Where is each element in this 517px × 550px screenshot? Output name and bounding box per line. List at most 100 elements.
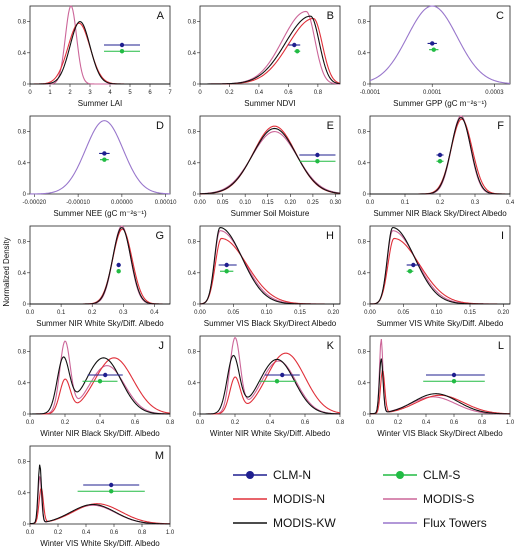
panel-j: 0.0 0.2 0.4 0.6 0.8 0 0.4 0.8 Winter NIR Black S… xyxy=(18,335,175,438)
y-tick-label: 0.8 xyxy=(188,350,197,356)
x-tick-label: 0.20 xyxy=(284,200,296,206)
x-axis-label: Summer LAI xyxy=(78,99,122,108)
x-tick-label: 0.2 xyxy=(394,420,403,426)
curve-modis-n xyxy=(200,352,341,415)
y-tick-label: 0.8 xyxy=(18,350,27,356)
legend-item-flux-towers: Flux Towers xyxy=(383,516,487,530)
curve-modis-kw xyxy=(30,356,171,415)
x-axis-label: Summer GPP (gC m⁻²s⁻¹) xyxy=(393,99,487,108)
x-tick-label: 0.00000 xyxy=(111,200,133,206)
y-tick-label: 0.8 xyxy=(18,20,27,26)
legend-label: CLM-S xyxy=(423,468,460,482)
y-tick-label: 0.8 xyxy=(188,20,197,26)
curve-modis-kw xyxy=(30,21,170,85)
y-tick-label: 0.4 xyxy=(358,161,367,167)
point-clm-n xyxy=(411,262,416,268)
panel-b: 0 0.2 0.4 0.6 0.8 0 0.4 0.8 Summer NDVI B xyxy=(188,5,341,108)
x-tick-label: 0.8 xyxy=(336,420,345,426)
legend-label: Flux Towers xyxy=(423,516,487,530)
point-clm-s xyxy=(295,49,300,54)
point-clm-s xyxy=(451,379,457,384)
x-tick-label: 0.0003 xyxy=(485,90,504,96)
x-tick-label: 0.6 xyxy=(284,90,293,96)
curve-modis-n xyxy=(29,357,171,415)
y-tick-label: 0 xyxy=(363,302,367,308)
x-tick-label: 0.0 xyxy=(26,530,35,536)
y-tick-label: 0 xyxy=(23,302,27,308)
plot-frame xyxy=(29,225,171,305)
curve-modis-kw xyxy=(200,15,341,85)
x-tick-label: 0.4 xyxy=(150,310,159,316)
x-tick-label: 0 xyxy=(198,90,202,96)
y-tick-label: 0 xyxy=(363,412,367,418)
x-tick-label: 0.10 xyxy=(239,200,251,206)
curve-modis-kw xyxy=(200,354,341,415)
curve-modis-kw xyxy=(199,127,341,195)
y-tick-label: 0 xyxy=(23,192,27,198)
plot-frame xyxy=(29,115,171,195)
point-clm-s xyxy=(116,269,121,274)
y-tick-label: 0.8 xyxy=(18,240,27,246)
curve-flux-towers xyxy=(29,120,171,195)
panel-letter: I xyxy=(501,230,504,242)
y-tick-label: 0.4 xyxy=(18,271,27,277)
curve-modis-s xyxy=(369,230,510,305)
legend-label: CLM-N xyxy=(273,468,311,482)
point-clm-n xyxy=(102,151,107,156)
panel-g: 0.0 0.1 0.2 0.3 0.4 0 0.4 0.8 Summer NIR White S… xyxy=(18,225,171,328)
x-tick-label: 0.4 xyxy=(82,530,91,536)
y-tick-label: 0.4 xyxy=(188,271,197,277)
point-clm-n xyxy=(315,152,320,158)
y-tick-label: 0.8 xyxy=(188,130,197,136)
legend-label: MODIS-N xyxy=(273,492,325,506)
point-clm-s xyxy=(315,159,320,164)
x-tick-label: 1.0 xyxy=(506,420,515,426)
x-tick-label: 0.4 xyxy=(96,420,105,426)
y-tick-label: 0.4 xyxy=(18,381,27,387)
x-tick-label: 0.2 xyxy=(54,530,63,536)
x-tick-label: 0.15 xyxy=(464,310,476,316)
y-axis-label: Normalized Density xyxy=(2,237,11,306)
y-tick-label: 0.4 xyxy=(188,51,197,57)
x-tick-label: 0.0 xyxy=(26,420,35,426)
y-tick-label: 0 xyxy=(363,82,367,88)
curve-modis-s xyxy=(369,339,510,415)
x-tick-label: -0.0001 xyxy=(360,90,381,96)
curve-modis-s xyxy=(30,340,171,415)
point-clm-n xyxy=(119,42,125,48)
y-tick-label: 0.4 xyxy=(18,51,27,57)
x-tick-label: 0.05 xyxy=(227,310,239,316)
panel-l: 0.0 0.2 0.4 0.6 0.8 1.0 0 0.4 0.8 Winter VIS Blac… xyxy=(358,335,515,438)
x-tick-label: 1.0 xyxy=(166,530,175,536)
legend: CLM-N CLM-S MODIS-N MODIS-S MODIS-KW Flux Tow… xyxy=(233,468,487,530)
x-tick-label: 0.20 xyxy=(327,310,339,316)
x-tick-label: 0.30 xyxy=(330,200,342,206)
x-tick-label: 0.2 xyxy=(225,90,234,96)
curve-modis-kw xyxy=(369,226,510,305)
panel-a: 0 1 2 3 4 5 6 7 0 0.4 0.8 Summer LAI A xyxy=(18,5,172,108)
x-tick-label: 0.4 xyxy=(255,90,264,96)
x-tick-label: 0.8 xyxy=(314,90,323,96)
panel-letter: K xyxy=(327,340,335,352)
panel-letter: E xyxy=(327,120,334,132)
x-axis-label: Winter NIR White Sky/Diff. Albedo xyxy=(210,429,331,438)
x-tick-label: 0.8 xyxy=(138,530,147,536)
point-clm-s xyxy=(224,269,229,274)
y-tick-label: 0 xyxy=(363,192,367,198)
point-clm-n xyxy=(430,41,435,46)
point-clm-s xyxy=(97,379,103,384)
x-tick-label: 0.4 xyxy=(266,420,275,426)
x-tick-label: 0.00 xyxy=(194,200,206,206)
y-tick-label: 0.4 xyxy=(18,491,27,497)
curve-modis-n xyxy=(369,369,511,415)
y-tick-label: 0.8 xyxy=(188,240,197,246)
point-clm-n xyxy=(103,372,108,378)
y-tick-label: 0 xyxy=(193,82,197,88)
panel-letter: J xyxy=(159,340,165,352)
curve-modis-s xyxy=(30,225,170,305)
point-clm-n xyxy=(224,262,229,268)
curve-modis-kw xyxy=(370,116,510,195)
plot-frame xyxy=(29,445,171,525)
y-tick-label: 0.4 xyxy=(358,381,367,387)
